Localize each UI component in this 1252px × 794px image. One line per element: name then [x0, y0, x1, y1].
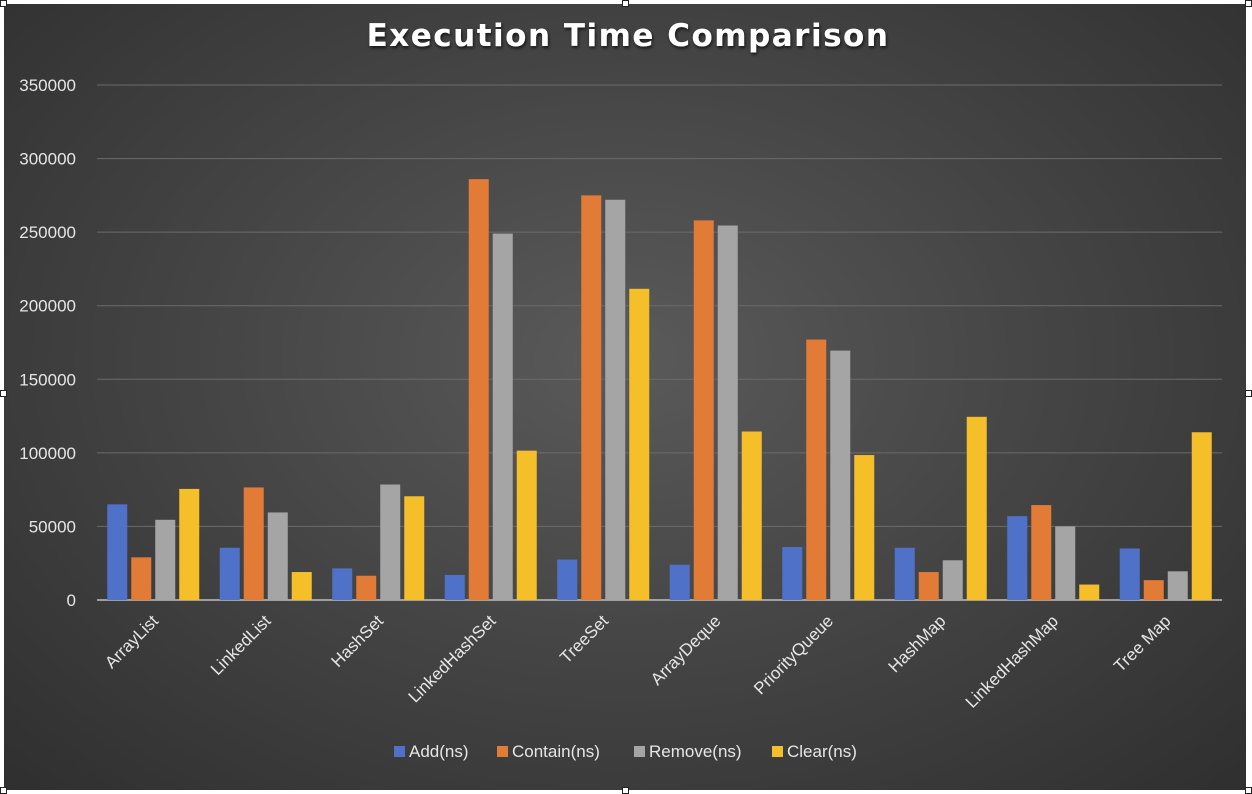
bar — [444, 574, 465, 600]
x-axis: ArrayList LinkedList HashSet LinkedHashSet T… — [101, 611, 1174, 712]
legend-swatch — [497, 746, 508, 757]
bar — [468, 179, 489, 600]
bar — [155, 519, 176, 600]
y-tick-label: 0 — [67, 591, 76, 610]
chart-title: Execution Time Comparison — [367, 18, 890, 54]
resize-handle[interactable] — [1245, 390, 1252, 397]
x-tick-label: TreeSet — [556, 611, 612, 667]
bar — [1119, 548, 1140, 600]
x-tick-label: ArrayDeque — [647, 611, 725, 689]
bar — [131, 557, 152, 600]
x-tick-label: Tree Map — [1110, 611, 1174, 675]
bar — [605, 199, 626, 600]
bar — [741, 431, 762, 600]
x-tick-label: LinkedHashSet — [405, 611, 500, 706]
bar — [219, 547, 240, 600]
bar — [629, 288, 650, 600]
chart-area: Execution Time Comparison 0 50000 100000 15… — [4, 4, 1246, 790]
y-tick-label: 200000 — [19, 297, 76, 316]
resize-handle[interactable] — [622, 0, 629, 7]
legend: Add(ns) Contain(ns) Remove(ns) Clear(ns) — [394, 742, 857, 761]
bar — [492, 233, 513, 600]
y-tick-label: 150000 — [19, 370, 76, 389]
bar — [1079, 584, 1100, 600]
resize-handle[interactable] — [0, 787, 7, 794]
y-axis: 0 50000 100000 150000 200000 250000 300000 3500… — [19, 76, 76, 610]
resize-handle[interactable] — [1245, 787, 1252, 794]
legend-label: Clear(ns) — [787, 742, 857, 761]
legend-swatch — [772, 746, 783, 757]
bar — [1191, 432, 1212, 600]
legend-label: Remove(ns) — [649, 742, 742, 761]
bar — [669, 564, 690, 600]
legend-label: Contain(ns) — [512, 742, 600, 761]
legend-swatch — [634, 746, 645, 757]
x-tick-label: HashSet — [328, 611, 388, 671]
y-tick-label: 300000 — [19, 150, 76, 169]
bar — [332, 568, 353, 600]
x-tick-label: LinkedHashMap — [962, 611, 1062, 711]
resize-handle[interactable] — [622, 787, 629, 794]
y-tick-label: 250000 — [19, 223, 76, 242]
bar — [942, 560, 963, 600]
bar — [717, 225, 738, 600]
bar — [806, 339, 827, 600]
resize-handle[interactable] — [0, 390, 7, 397]
bar — [830, 350, 851, 600]
bar — [380, 484, 401, 600]
x-tick-label: LinkedList — [207, 611, 275, 679]
bar — [854, 455, 875, 600]
bar — [894, 547, 915, 600]
x-tick-label: ArrayList — [101, 611, 162, 672]
bar — [782, 547, 803, 600]
bar — [1143, 580, 1164, 600]
bar-chart: Execution Time Comparison 0 50000 100000 15… — [19, 18, 1222, 761]
bar — [1167, 571, 1188, 600]
bar — [291, 572, 312, 600]
bar — [267, 512, 288, 600]
bar — [243, 487, 264, 600]
bar — [1007, 516, 1028, 600]
bar — [557, 559, 578, 600]
bar — [966, 416, 987, 600]
bar — [1055, 526, 1076, 600]
bar — [179, 488, 200, 600]
legend-label: Add(ns) — [409, 742, 469, 761]
bar — [356, 575, 377, 600]
bar — [1031, 505, 1052, 600]
gridlines — [97, 84, 1222, 601]
y-tick-label: 50000 — [29, 517, 76, 536]
y-tick-label: 350000 — [19, 76, 76, 95]
resize-handle[interactable] — [1245, 0, 1252, 7]
bar — [918, 572, 939, 600]
legend-swatch — [394, 746, 405, 757]
bar — [107, 504, 128, 600]
bar — [693, 220, 714, 600]
x-tick-label: PriorityQueue — [750, 611, 837, 698]
bar — [404, 496, 425, 600]
resize-handle[interactable] — [0, 0, 7, 7]
y-tick-label: 100000 — [19, 444, 76, 463]
bar — [581, 195, 602, 600]
bars — [107, 179, 1212, 600]
x-tick-label: HashMap — [885, 611, 950, 676]
bar — [516, 450, 537, 600]
